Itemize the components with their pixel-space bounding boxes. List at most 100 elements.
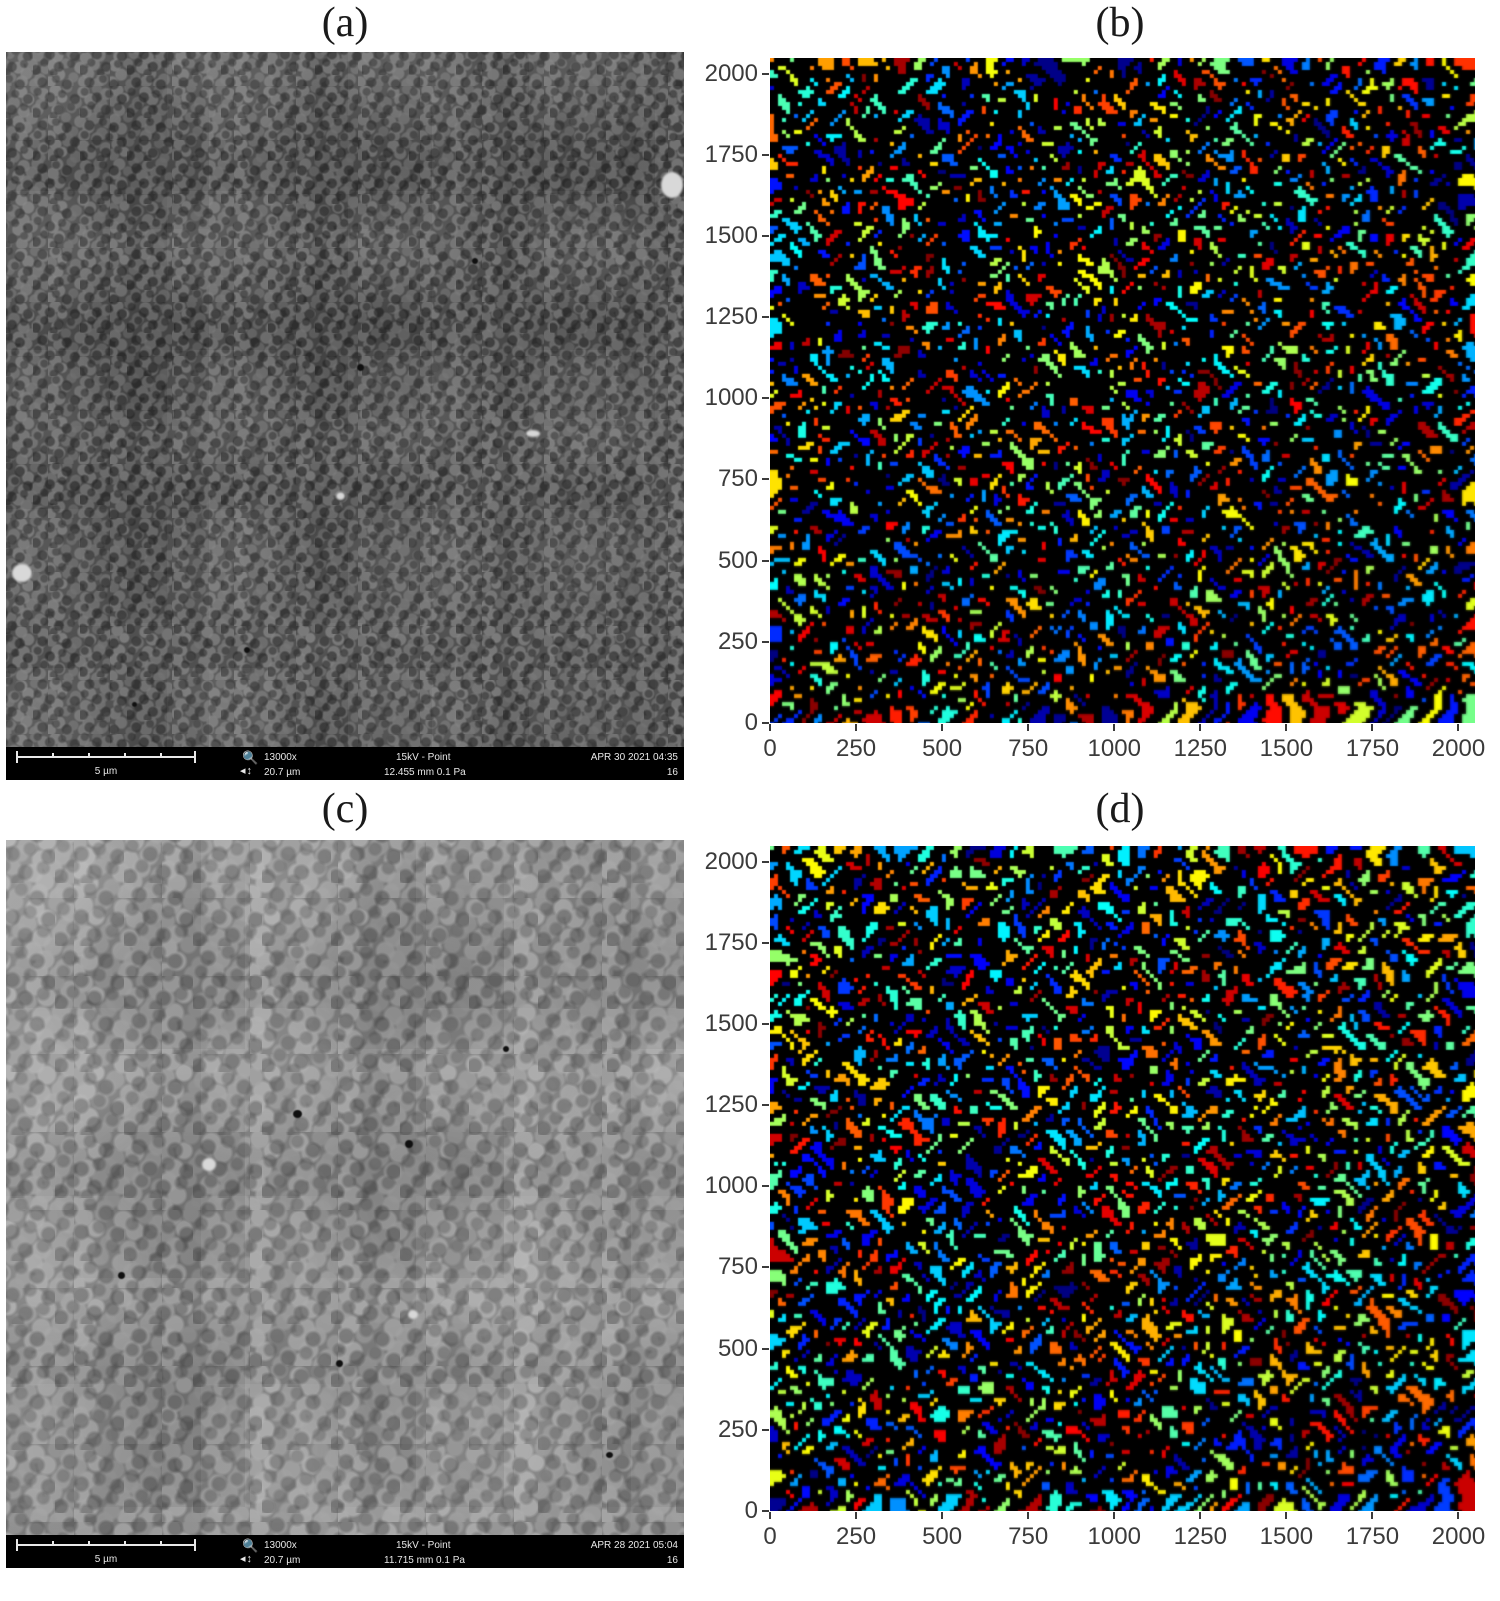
y-tick-mark — [762, 559, 769, 562]
y-tick-label: 0 — [744, 1497, 758, 1524]
grain-map-plot-area-b: 0 250 500 750 1000 1250 1500 1750 2000 0 250 500 750… — [705, 58, 1485, 761]
y-tick-mark — [762, 1266, 769, 1269]
sem-texture-pores-a — [6, 52, 684, 747]
sem-texture-pores-c — [6, 840, 684, 1538]
sem-bright-particle — [336, 492, 345, 500]
scale-bar-cap-right — [194, 751, 196, 763]
sem-image-c — [6, 840, 684, 1538]
x-tick-label: 1500 — [1259, 735, 1314, 762]
sem-dark-pore — [244, 647, 250, 653]
x-tick-label: 250 — [836, 1523, 877, 1550]
frame-number-value-a: 16 — [666, 767, 678, 778]
scale-bar-tick — [124, 1541, 126, 1546]
x-tick-label: 500 — [922, 1523, 963, 1550]
x-tick-mark — [1457, 724, 1460, 731]
grain-map-panel-b: 0 250 500 750 1000 1250 1500 1750 2000 0 250 500 750… — [705, 52, 1500, 780]
x-tick-label: 2000 — [1431, 1523, 1486, 1550]
scale-bar-tick — [88, 1541, 90, 1546]
y-tick-label: 1000 — [704, 384, 758, 412]
y-tick-label: 0 — [744, 709, 758, 736]
y-tick-label: 250 — [717, 627, 758, 655]
voltage-mode-value-a: 15kV - Point — [396, 752, 451, 763]
sem-bright-particle — [526, 430, 540, 437]
y-tick-mark — [762, 860, 769, 863]
sem-dark-pore — [293, 1110, 302, 1118]
sem-bright-particle — [202, 1158, 216, 1171]
y-tick-mark — [762, 153, 769, 156]
sem-dark-pore — [336, 1360, 343, 1367]
sem-micrograph-panel-a: 5 µm 🔍 13000x ◂↕ 20.7 µm 15kV - Point 12… — [6, 52, 684, 780]
sem-bright-particle — [661, 172, 683, 198]
y-tick-mark — [762, 316, 769, 319]
x-tick-mark — [1199, 724, 1202, 731]
y-tick-label: 1250 — [704, 1091, 758, 1119]
grain-map-canvas-b — [770, 58, 1475, 723]
field-width-icon: ◂↕ — [240, 1553, 254, 1565]
sem-dark-pore — [503, 1046, 509, 1052]
grain-map-plot-area-d: 0 250 500 750 1000 1250 1500 1750 2000 0 250 500 750… — [705, 846, 1485, 1549]
x-tick-mark — [941, 724, 944, 731]
scale-bar-line — [16, 756, 196, 758]
x-tick-label: 2000 — [1431, 735, 1486, 762]
y-tick-label: 1750 — [704, 928, 758, 956]
x-tick-mark — [1285, 724, 1288, 731]
scale-bar-tick — [88, 753, 90, 758]
sem-micrograph-panel-c: 5 µm 🔍 13000x ◂↕ 20.7 µm 15kV - Point 11… — [6, 840, 684, 1568]
y-tick-mark — [762, 1022, 769, 1025]
y-tick-mark — [762, 722, 769, 724]
y-tick-mark — [762, 941, 769, 944]
x-tick-label: 0 — [763, 735, 777, 762]
frame-number-value-c: 16 — [666, 1555, 678, 1566]
x-tick-label: 1750 — [1345, 735, 1400, 762]
y-tick-label: 750 — [717, 465, 758, 493]
grain-map-panel-d: 0 250 500 750 1000 1250 1500 1750 2000 0 250 500 750… — [705, 840, 1500, 1568]
x-tick-mark — [855, 1512, 858, 1519]
y-tick-label: 1500 — [704, 221, 758, 249]
y-tick-label: 250 — [717, 1415, 758, 1443]
field-width-value-c: 20.7 µm — [264, 1555, 301, 1566]
scale-bar-cap-left — [16, 751, 18, 763]
y-tick-label: 1500 — [704, 1009, 758, 1037]
working-distance-value-a: 12.455 mm 0.1 Pa — [384, 767, 466, 778]
magnification-value-c: 13000x — [264, 1540, 297, 1551]
sem-texture-highlights-c — [6, 840, 684, 1538]
x-tick-mark — [1457, 1512, 1460, 1519]
scale-bar-label-c: 5 µm — [94, 1554, 118, 1565]
y-tick-label: 2000 — [704, 847, 758, 875]
sem-databar-c: 5 µm 🔍 13000x ◂↕ 20.7 µm 15kV - Point 11… — [6, 1535, 684, 1568]
y-tick-label: 1750 — [704, 140, 758, 168]
magnifier-icon: 🔍 — [242, 750, 259, 765]
x-tick-label: 750 — [1008, 1523, 1049, 1550]
x-tick-label: 250 — [836, 735, 877, 762]
x-tick-label: 0 — [763, 1523, 777, 1550]
x-tick-label: 1250 — [1173, 1523, 1227, 1550]
field-width-icon: ◂↕ — [240, 765, 254, 777]
y-tick-label: 1250 — [704, 303, 758, 331]
x-tick-mark — [769, 1512, 771, 1519]
x-tick-mark — [1199, 1512, 1202, 1519]
x-tick-mark — [1113, 724, 1116, 731]
sem-dark-pore — [357, 364, 364, 371]
x-tick-mark — [1027, 1512, 1030, 1519]
y-tick-mark — [762, 1185, 769, 1188]
y-tick-mark — [762, 1347, 769, 1350]
x-tick-mark — [1027, 724, 1030, 731]
sem-image-a — [6, 52, 684, 747]
working-distance-value-c: 11.715 mm 0.1 Pa — [384, 1555, 465, 1566]
datetime-value-a: APR 30 2021 04:35 — [590, 752, 678, 763]
y-tick-label: 500 — [717, 1334, 758, 1362]
scale-bar-tick — [52, 1541, 54, 1546]
scale-bar-label-a: 5 µm — [94, 766, 118, 777]
y-tick-label: 2000 — [704, 59, 758, 87]
x-tick-label: 1500 — [1259, 1523, 1314, 1550]
x-tick-label: 500 — [922, 735, 963, 762]
y-tick-label: 500 — [717, 546, 758, 574]
scale-bar-tick — [160, 753, 162, 758]
sem-dark-pore — [606, 1452, 613, 1458]
sem-dark-pore — [405, 1140, 413, 1148]
scale-bar-cap-left — [16, 1539, 18, 1551]
y-tick-mark — [762, 640, 769, 643]
y-tick-mark — [762, 72, 769, 75]
field-width-value-a: 20.7 µm — [264, 767, 301, 778]
